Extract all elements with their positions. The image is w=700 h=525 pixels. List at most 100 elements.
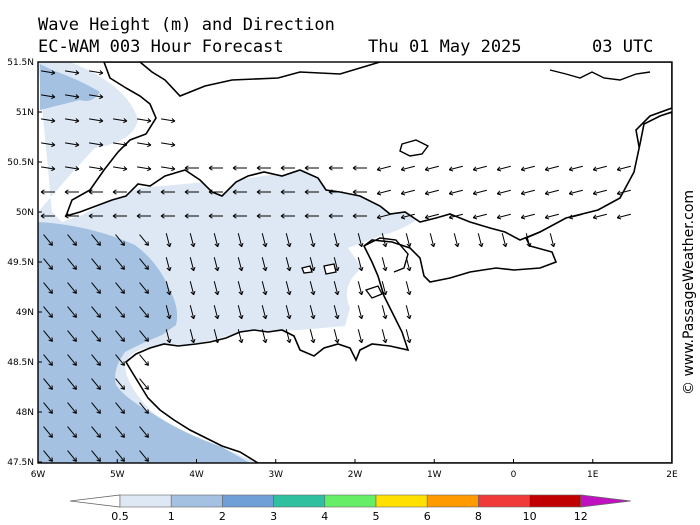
wave-arrow	[304, 165, 319, 171]
wave-arrow	[309, 305, 316, 320]
wave-arrow	[285, 233, 292, 248]
wave-arrow	[161, 118, 176, 124]
cotentin-peninsula	[363, 237, 409, 273]
wave-arrow	[115, 234, 125, 246]
wave-arrow	[405, 281, 412, 296]
wave-arrow	[113, 142, 128, 148]
wave-arrow	[41, 166, 56, 172]
lat-tick-label: 48N	[16, 408, 34, 418]
wave-arrow	[544, 213, 559, 220]
wave-arrow	[65, 142, 80, 148]
wave-arrow	[477, 233, 484, 248]
wave-arrow	[189, 305, 196, 320]
wave-arrow	[328, 189, 343, 195]
wave-band-light-inner	[40, 64, 100, 110]
wave-arrow	[139, 378, 149, 390]
wave-arrow	[261, 329, 268, 344]
colorbar-label: 6	[424, 510, 431, 523]
colorbar-label: 0.5	[111, 510, 129, 523]
wave-arrow	[424, 165, 439, 172]
colorbar-label: 3	[270, 510, 277, 523]
wave-arrow	[400, 213, 415, 220]
wave-arrow	[184, 213, 199, 219]
wave-arrow	[139, 330, 149, 342]
wave-arrow	[568, 189, 583, 196]
wave-arrow	[256, 165, 271, 171]
wave-arrow	[67, 426, 77, 438]
colorbar-swatch	[324, 494, 377, 508]
wave-arrow	[64, 189, 79, 195]
wave-arrow	[139, 450, 149, 462]
wave-arrow	[352, 165, 367, 171]
wave-arrow	[91, 450, 101, 462]
lon-tick-label: 1W	[427, 470, 442, 480]
forecast-date: Thu 01 May 2025	[368, 37, 522, 57]
wave-arrow	[213, 233, 220, 248]
wave-arrow	[232, 189, 247, 195]
wave-arrow	[43, 306, 53, 318]
wave-arrow	[472, 213, 487, 220]
wave-arrow	[285, 257, 292, 272]
colorbar-swatch	[273, 494, 326, 508]
wave-arrow	[616, 189, 631, 196]
wave-arrow	[261, 233, 268, 248]
colorbar: 0.5 1 2 3 4 5 6 8 10 12	[69, 494, 631, 523]
wave-arrow	[189, 281, 196, 296]
lat-tick-label: 50.5N	[7, 158, 34, 168]
wave-arrow	[357, 233, 364, 248]
wave-arrow	[89, 118, 104, 124]
wave-arrow	[91, 306, 101, 318]
lon-tick-label: 0	[511, 470, 517, 480]
wave-arrow	[67, 234, 77, 246]
wave-arrow	[41, 142, 56, 148]
wave-arrow	[208, 189, 223, 195]
wave-arrow	[165, 329, 172, 344]
wave-arrow	[280, 189, 295, 195]
lon-tick-label: 2E	[666, 470, 678, 480]
wave-arrow	[429, 233, 436, 248]
wave-arrow	[115, 258, 125, 270]
copyright-label-box: © www.PassageWeather.com	[681, 150, 699, 400]
wave-arrow	[115, 330, 125, 342]
wave-arrow	[213, 281, 220, 296]
wave-arrow	[91, 426, 101, 438]
wave-arrow	[333, 329, 340, 344]
colorbar-label: 5	[373, 510, 380, 523]
lat-tick-label: 49N	[16, 308, 34, 318]
wave-arrow	[64, 213, 79, 219]
wave-arrow	[40, 213, 55, 219]
wave-arrow	[400, 165, 415, 172]
wave-arrow	[89, 70, 104, 76]
wave-arrow	[89, 142, 104, 148]
wave-arrow	[189, 257, 196, 272]
wave-arrow	[357, 257, 364, 272]
wave-arrow	[91, 234, 101, 246]
wave-arrow	[237, 329, 244, 344]
wave-arrow	[67, 306, 77, 318]
wave-arrow	[381, 305, 388, 320]
wave-arrow	[137, 166, 152, 172]
wave-arrow	[261, 281, 268, 296]
wave-arrow	[43, 234, 53, 246]
colorbar-label: 10	[523, 510, 537, 523]
colorbar-label: 1	[168, 510, 175, 523]
wave-arrow	[40, 189, 55, 195]
lon-tick-label: 2W	[348, 470, 363, 480]
lat-tick-label: 48.5N	[7, 358, 34, 368]
wave-arrow	[91, 354, 101, 366]
wave-arrow	[139, 258, 149, 270]
wave-arrow	[43, 282, 53, 294]
wave-arrow	[91, 258, 101, 270]
wave-arrow	[115, 354, 125, 366]
wave-arrow	[65, 70, 80, 76]
wave-arrow	[89, 94, 104, 100]
wave-arrow	[139, 282, 149, 294]
wave-arrow	[67, 378, 77, 390]
wave-arrow	[41, 94, 56, 100]
wave-arrow	[285, 329, 292, 344]
colorbar-swatch	[119, 494, 172, 508]
england-land	[64, 62, 672, 241]
wave-arrow	[160, 213, 175, 219]
wave-arrow	[544, 165, 559, 172]
